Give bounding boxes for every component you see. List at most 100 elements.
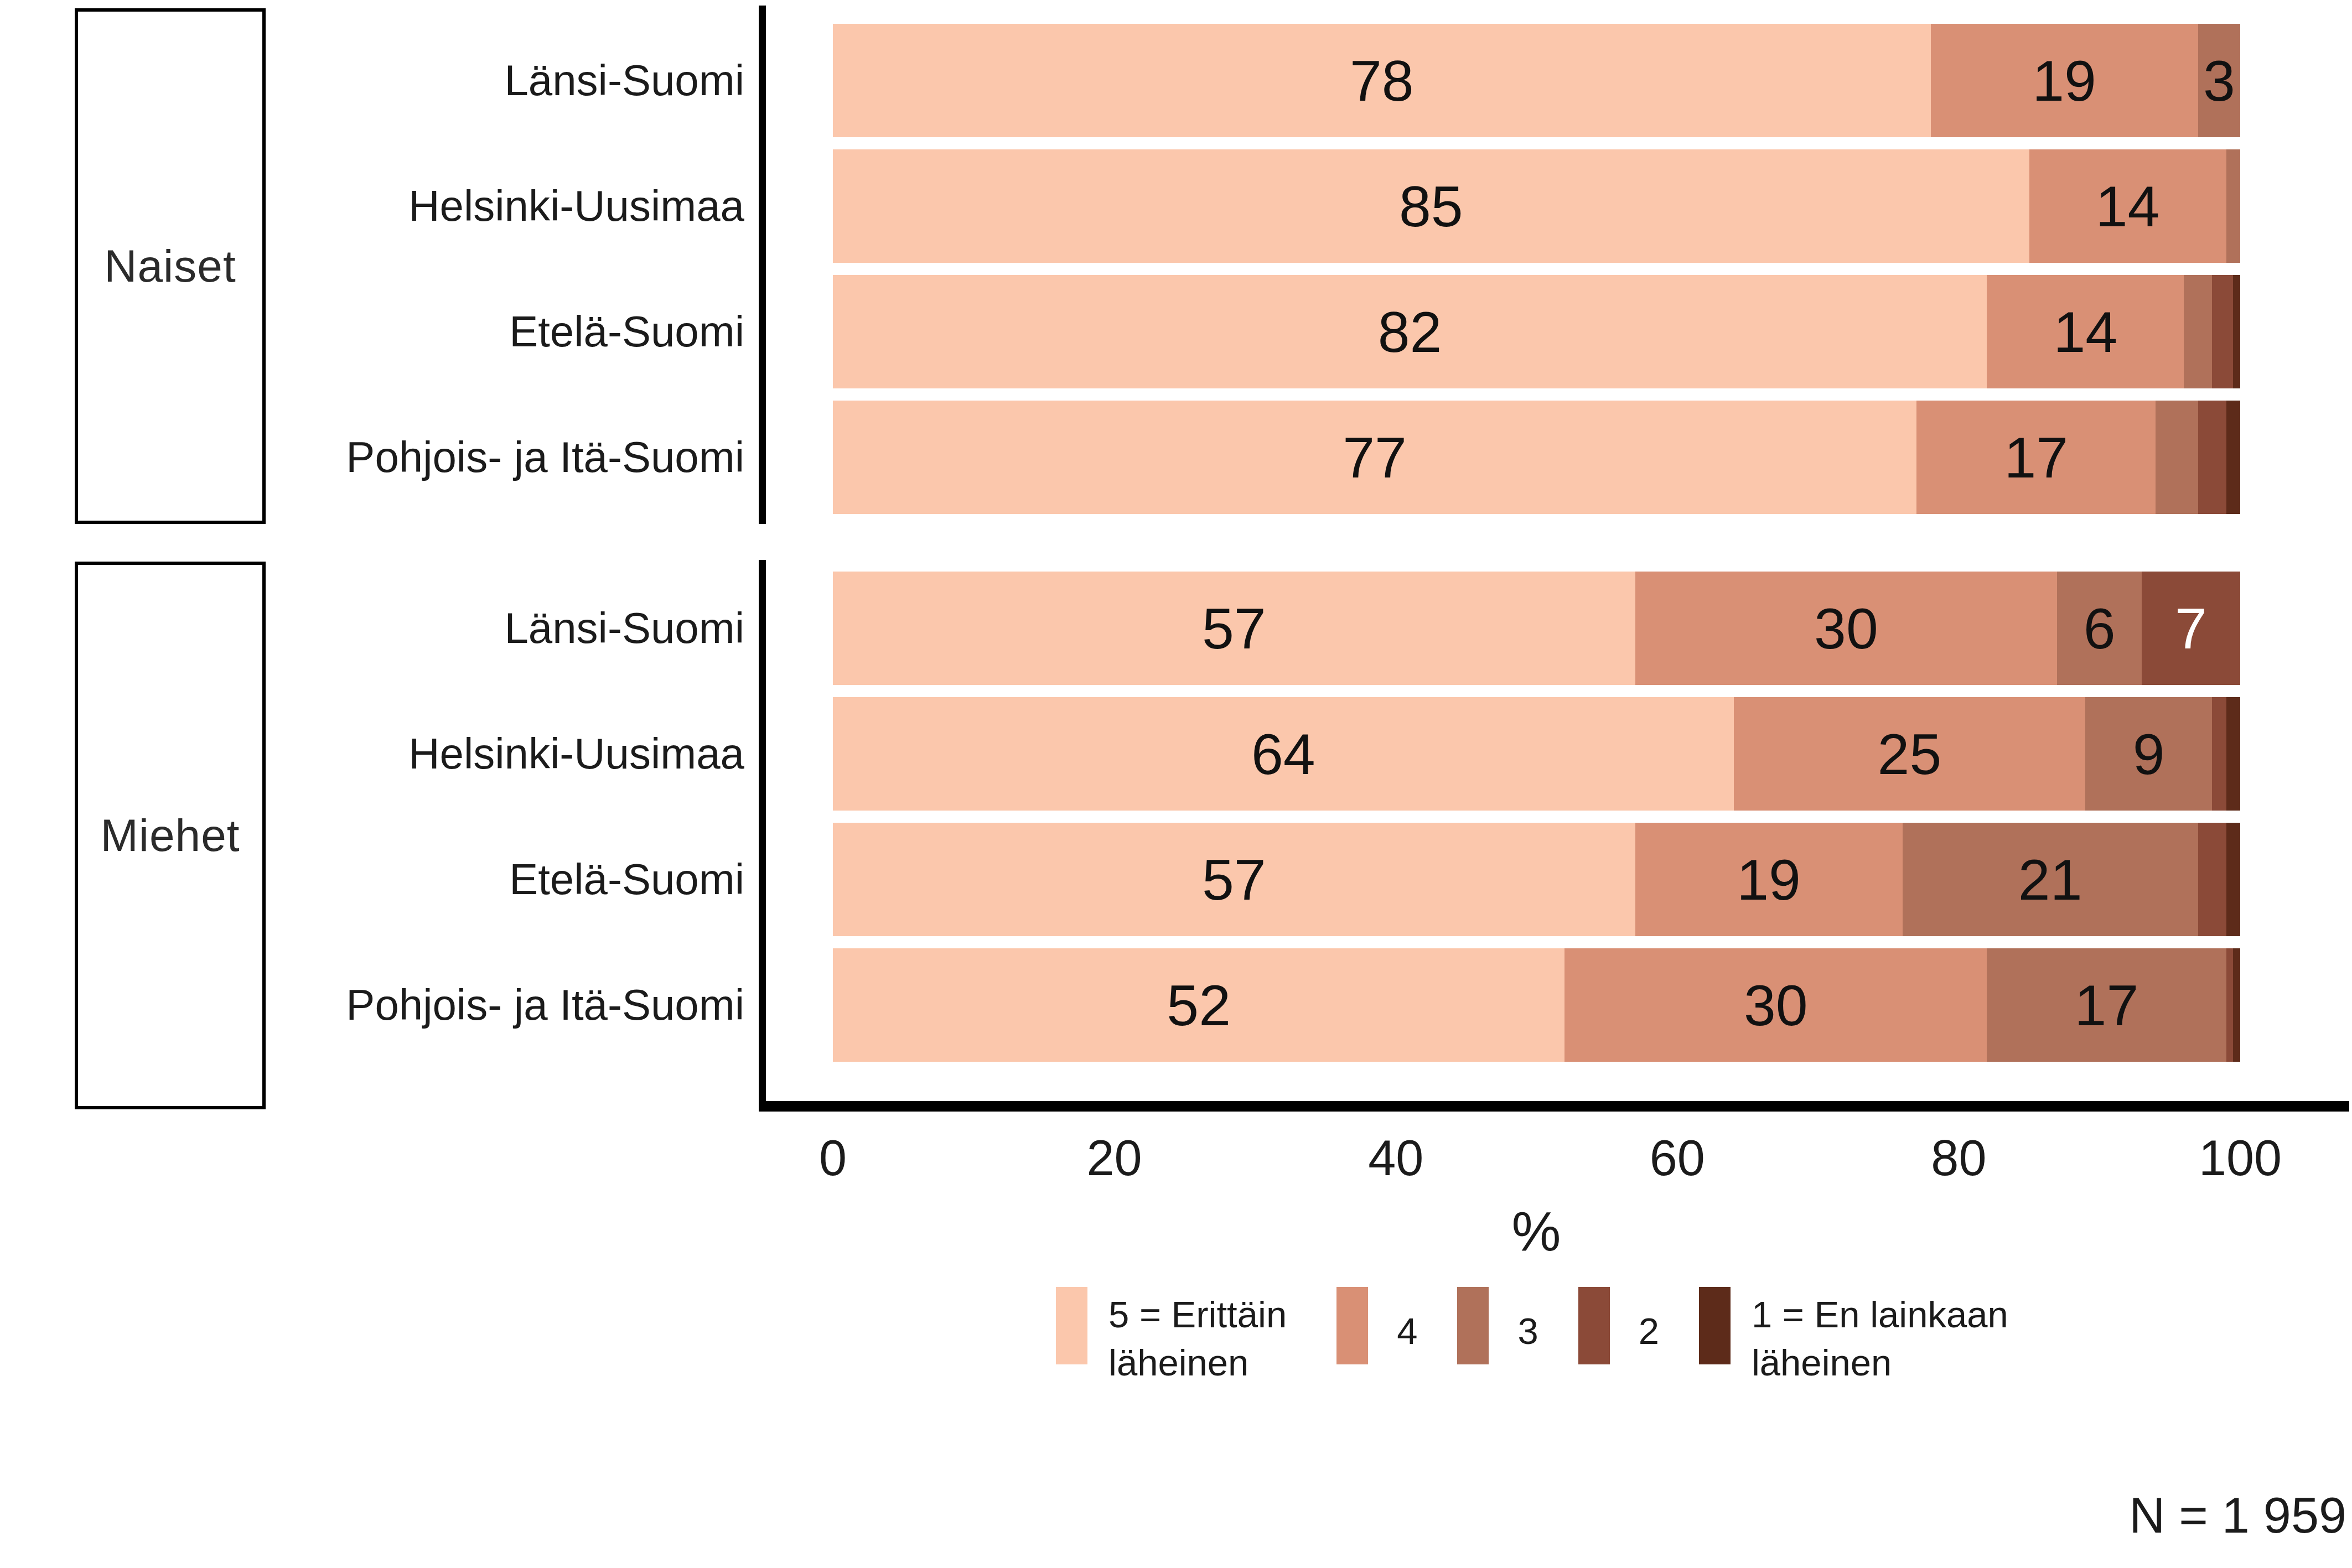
legend-item-4: 4 [1336,1287,1457,1364]
bar-segment-scale5: 78 [833,24,1931,137]
bar-row: 52 30 17 [833,948,2240,1062]
bar-segment-value: 30 [1814,600,1878,657]
bar-segment-scale5: 52 [833,948,1564,1062]
x-tick-label: 20 [1087,1130,1142,1187]
bar-segment-value: 52 [1167,977,1231,1034]
row-label: Pohjois- ja Itä-Suomi [346,401,744,514]
bar-segment-scale5: 64 [833,697,1734,811]
row-label: Länsi-Suomi [504,572,744,685]
row-label: Etelä-Suomi [509,823,744,936]
bar-segment-scale5: 85 [833,149,2029,263]
bar-segment-scale3: 9 [2085,697,2212,811]
bar-segment-scale1 [2226,697,2240,811]
bar-segment-scale5: 77 [833,401,1916,514]
x-axis-line [759,1101,2349,1112]
legend-item-1: 1 = En lainkaan läheinen [1699,1287,2008,1387]
bar-segment-scale4: 19 [1931,24,2198,137]
row-label: Etelä-Suomi [509,275,744,388]
legend-swatch [1578,1287,1610,1364]
legend-label: 1 = En lainkaan läheinen [1752,1290,2008,1387]
bar-segment-scale2: 7 [2142,572,2240,685]
bar-segment-scale3 [2226,149,2240,263]
group-box-naiset: Naiset [75,8,266,524]
bar-segment-scale2 [2226,948,2234,1062]
bar-segment-value: 21 [2018,851,2082,908]
bar-segment-scale4: 14 [2029,149,2226,263]
bar-segment-value: 19 [2032,52,2096,110]
x-tick-label: 100 [2199,1130,2282,1187]
row-label: Helsinki-Uusimaa [408,697,744,811]
bar-segment-scale5: 82 [833,275,1987,388]
bar-segment-scale2 [2198,401,2226,514]
x-tick-label: 40 [1368,1130,1423,1187]
bar-segment-value: 17 [2075,977,2139,1034]
bar-segment-value: 25 [1878,725,1942,783]
y-axis-line [759,560,766,1112]
group-label: Miehet [100,809,240,861]
bar-segment-value: 85 [1399,178,1463,235]
bar-segment-scale3: 3 [2198,24,2240,137]
bar-segment-value: 57 [1202,600,1266,657]
bar-segment-scale4: 30 [1635,572,2058,685]
bar-segment-value: 82 [1378,303,1442,361]
bar-segment-value: 9 [2133,725,2165,783]
bar-segment-scale2 [2212,275,2233,388]
legend-label: 5 = Erittäin läheinen [1108,1290,1287,1387]
bar-segment-value: 14 [2053,303,2117,361]
bar-segment-value: 6 [2084,600,2116,657]
bar-segment-scale1 [2226,401,2240,514]
bar-segment-scale1 [2233,275,2240,388]
bar-segment-value: 77 [1343,429,1407,486]
bar-segment-scale3: 17 [1987,948,2226,1062]
x-tick-label: 0 [819,1130,847,1187]
legend-label: 4 [1397,1307,1417,1355]
bar-segment-scale5: 57 [833,823,1635,936]
bar-segment-value: 14 [2096,178,2160,235]
bar-segment-scale1 [2233,948,2240,1062]
bar-segment-scale3: 21 [1903,823,2198,936]
bar-segment-scale4: 25 [1734,697,2086,811]
bar-row: 77 17 [833,401,2240,514]
bar-segment-scale3: 6 [2057,572,2142,685]
bar-segment-value: 57 [1202,851,1266,908]
bar-segment-value: 17 [2004,429,2068,486]
group-box-miehet: Miehet [75,562,266,1109]
bar-segment-value: 3 [2203,52,2235,110]
bar-segment-value: 30 [1744,977,1808,1034]
legend-item-3: 3 [1457,1287,1578,1364]
bar-segment-scale4: 30 [1564,948,1987,1062]
bar-segment-scale1 [2226,823,2240,936]
legend-label: 3 [1517,1307,1538,1355]
bar-row: 57 30 6 7 [833,572,2240,685]
bar-segment-value: 7 [2175,600,2207,657]
bar-segment-value: 64 [1251,725,1315,783]
legend-swatch [1056,1287,1087,1364]
bar-row: 57 19 21 [833,823,2240,936]
legend-item-2: 2 [1578,1287,1699,1364]
row-label: Helsinki-Uusimaa [408,149,744,263]
bar-segment-scale4: 14 [1987,275,2184,388]
row-label: Länsi-Suomi [504,24,744,137]
x-axis-title: % [1512,1200,1561,1263]
bar-segment-scale4: 19 [1635,823,1903,936]
legend-label: 2 [1639,1307,1659,1355]
bar-row: 64 25 9 [833,697,2240,811]
bar-segment-scale3 [2184,275,2212,388]
legend-swatch [1457,1287,1489,1364]
bar-segment-scale3 [2156,401,2198,514]
y-axis-line [759,6,766,524]
legend-item-5: 5 = Erittäin läheinen [1056,1287,1336,1387]
legend: 5 = Erittäin läheinen 4 3 2 1 = En lainkaan … [1056,1287,2008,1387]
bar-row: 85 14 [833,149,2240,263]
x-tick-label: 60 [1650,1130,1705,1187]
bar-segment-scale5: 57 [833,572,1635,685]
bar-segment-scale4: 17 [1916,401,2156,514]
row-label: Pohjois- ja Itä-Suomi [346,948,744,1062]
bar-segment-scale2 [2212,697,2226,811]
legend-swatch [1336,1287,1368,1364]
legend-swatch [1699,1287,1731,1364]
bar-segment-scale2 [2198,823,2226,936]
bar-row: 78 19 3 [833,24,2240,137]
bar-segment-value: 78 [1350,52,1414,110]
group-label: Naiset [104,240,236,292]
